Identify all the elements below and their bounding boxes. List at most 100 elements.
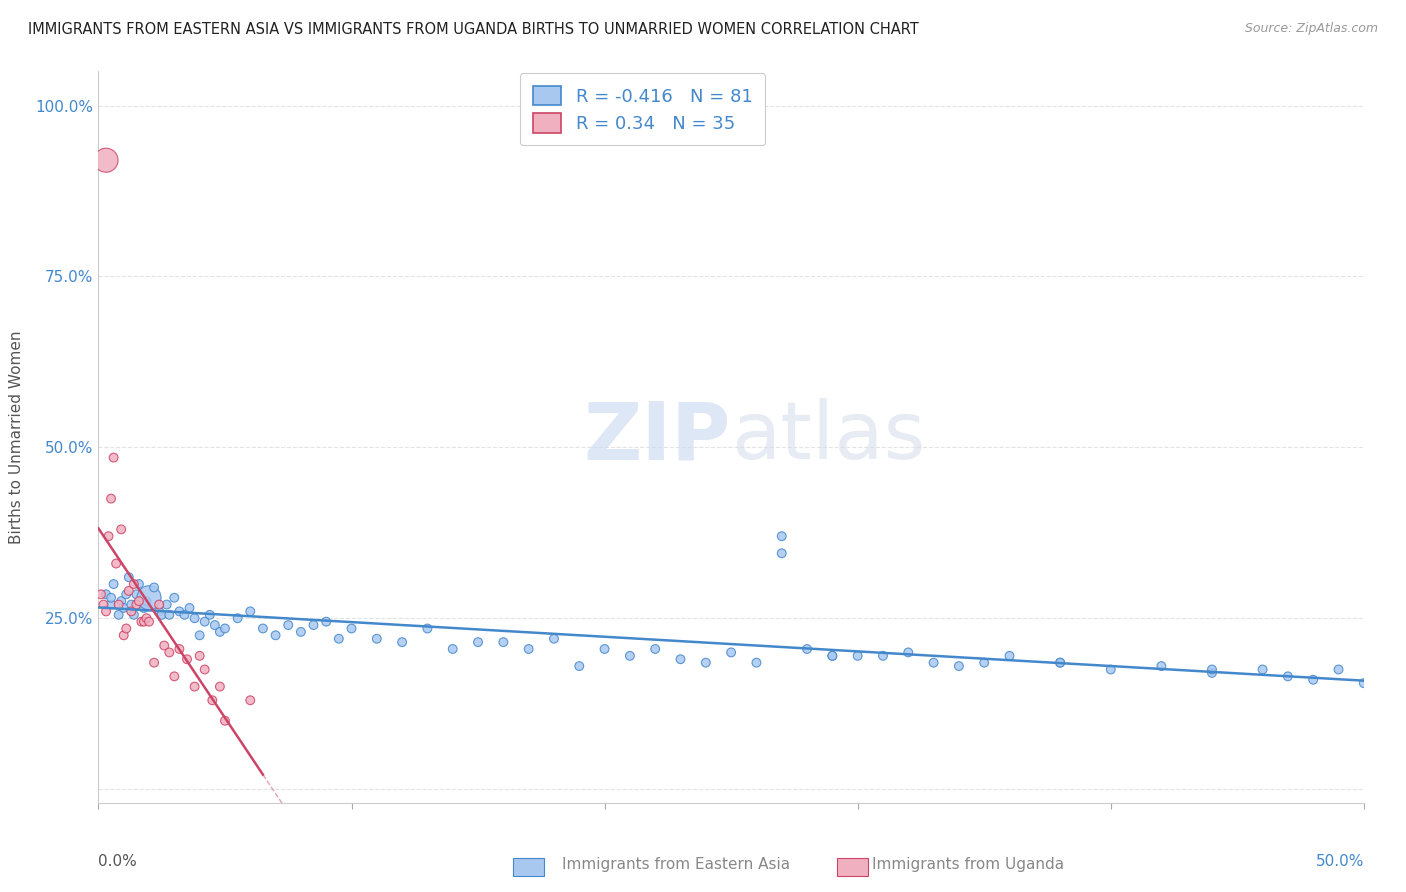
Point: [132, 601, 155, 615]
Point: [94, 153, 117, 168]
Point: [1277, 669, 1299, 683]
Point: [110, 522, 132, 536]
Point: [94, 604, 117, 618]
Point: [125, 587, 148, 601]
Point: [173, 607, 195, 622]
Text: ZIP: ZIP: [583, 398, 731, 476]
Point: [169, 604, 191, 618]
Text: Immigrants from Eastern Asia: Immigrants from Eastern Asia: [562, 857, 790, 872]
Point: [138, 615, 160, 629]
Point: [201, 693, 224, 707]
Point: [517, 642, 540, 657]
Point: [128, 594, 150, 608]
Point: [194, 615, 217, 629]
Point: [188, 628, 211, 642]
Point: [770, 546, 793, 560]
Point: [188, 648, 211, 663]
Point: [998, 648, 1021, 663]
Point: [169, 642, 191, 657]
Point: [163, 669, 186, 683]
Point: [1302, 673, 1324, 687]
Point: [148, 604, 170, 618]
Point: [183, 680, 205, 694]
Text: IMMIGRANTS FROM EASTERN ASIA VS IMMIGRANTS FROM UGANDA BIRTHS TO UNMARRIED WOMEN: IMMIGRANTS FROM EASTERN ASIA VS IMMIGRAN…: [28, 22, 920, 37]
Point: [131, 615, 153, 629]
Point: [745, 656, 768, 670]
Point: [135, 594, 157, 608]
Point: [543, 632, 565, 646]
Point: [226, 611, 249, 625]
Point: [669, 652, 692, 666]
Point: [143, 656, 166, 670]
Point: [208, 680, 231, 694]
Point: [138, 591, 160, 605]
Point: [107, 598, 129, 612]
Point: [143, 581, 166, 595]
Point: [118, 570, 141, 584]
Point: [183, 611, 205, 625]
Point: [103, 450, 125, 465]
Point: [315, 615, 337, 629]
Point: [110, 594, 132, 608]
Point: [264, 628, 287, 642]
Point: [619, 648, 641, 663]
Point: [115, 622, 138, 636]
Point: [1327, 663, 1350, 677]
Point: [1099, 663, 1122, 677]
Point: [128, 577, 150, 591]
Point: [107, 607, 129, 622]
Point: [198, 607, 221, 622]
Point: [328, 632, 350, 646]
Point: [1201, 663, 1223, 677]
Point: [153, 639, 176, 653]
Point: [214, 622, 236, 636]
Point: [568, 659, 591, 673]
Point: [1049, 656, 1071, 670]
Point: [115, 587, 138, 601]
Point: [973, 656, 995, 670]
Point: [644, 642, 666, 657]
Point: [163, 591, 186, 605]
Point: [796, 642, 818, 657]
Point: [132, 615, 155, 629]
Point: [204, 618, 226, 632]
Point: [821, 648, 844, 663]
Point: [90, 587, 112, 601]
Point: [194, 663, 217, 677]
Point: [1150, 659, 1173, 673]
Text: 0.0%: 0.0%: [98, 854, 138, 869]
Point: [492, 635, 515, 649]
Point: [94, 587, 117, 601]
Point: [150, 607, 173, 622]
Point: [208, 624, 231, 639]
Point: [897, 645, 920, 659]
Point: [100, 598, 122, 612]
Point: [416, 622, 439, 636]
Point: [948, 659, 970, 673]
Point: [120, 598, 142, 612]
Point: [97, 529, 120, 543]
Point: [252, 622, 274, 636]
Point: [156, 598, 179, 612]
Point: [176, 652, 198, 666]
Point: [100, 491, 122, 506]
Point: [122, 607, 145, 622]
Point: [467, 635, 489, 649]
Point: [593, 642, 616, 657]
Point: [112, 601, 135, 615]
Point: [1049, 656, 1071, 670]
Point: [340, 622, 363, 636]
Point: [695, 656, 717, 670]
Point: [157, 607, 180, 622]
Point: [290, 624, 312, 639]
Point: [112, 628, 135, 642]
Point: [821, 648, 844, 663]
Point: [148, 598, 170, 612]
Point: [846, 648, 869, 663]
Point: [302, 618, 325, 632]
Point: [366, 632, 388, 646]
Point: [872, 648, 894, 663]
Point: [120, 604, 142, 618]
Text: Source: ZipAtlas.com: Source: ZipAtlas.com: [1244, 22, 1378, 36]
Point: [125, 598, 148, 612]
